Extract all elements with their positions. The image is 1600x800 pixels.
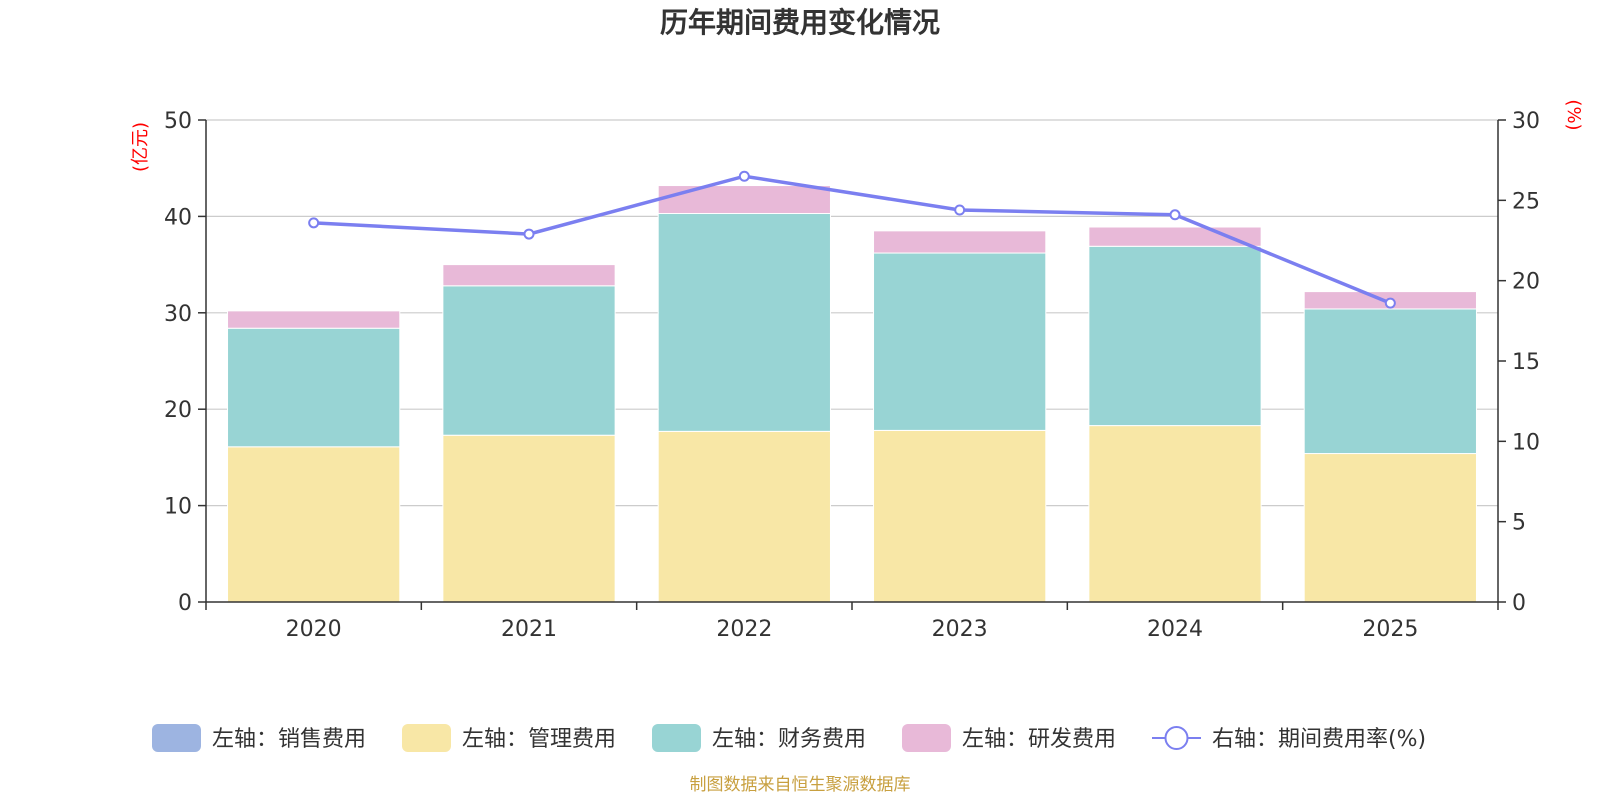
right-tick-label: 30 xyxy=(1512,109,1540,134)
bar-segment xyxy=(873,429,1047,603)
left-tick-label: 30 xyxy=(164,302,192,327)
right-tick-label: 25 xyxy=(1512,189,1540,214)
left-tick-label: 20 xyxy=(164,398,192,423)
legend-label[interactable]: 左轴：研发费用 xyxy=(962,727,1116,752)
legend-swatch[interactable] xyxy=(402,724,451,752)
left-tick-label: 10 xyxy=(164,495,192,520)
x-tick-label: 2023 xyxy=(932,617,988,642)
rate-point xyxy=(738,170,750,182)
bar-segment xyxy=(227,310,401,329)
bar-segment xyxy=(1303,308,1477,455)
source-note: 制图数据来自恒生聚源数据库 xyxy=(690,775,911,795)
legend-label[interactable]: 右轴：期间费用率(%) xyxy=(1212,727,1426,752)
bar-segment xyxy=(442,434,616,603)
bar-segment xyxy=(227,327,401,448)
right-tick-label: 10 xyxy=(1512,430,1540,455)
grid-lines xyxy=(206,119,1498,507)
legend-label[interactable]: 左轴：销售费用 xyxy=(212,727,366,752)
x-tick-label: 2021 xyxy=(501,617,557,642)
rate-point xyxy=(308,217,320,229)
x-tick-label: 2020 xyxy=(286,617,342,642)
right-axis-unit: (%) xyxy=(1563,99,1584,130)
bar-segment xyxy=(1303,453,1477,603)
bar-segment xyxy=(873,252,1047,431)
left-tick-label: 40 xyxy=(164,205,192,230)
right-tick-label: 5 xyxy=(1512,511,1526,536)
left-tick-label: 0 xyxy=(178,591,192,616)
bar-segment xyxy=(657,213,831,432)
rate-line xyxy=(308,170,1396,309)
legend-swatch[interactable] xyxy=(902,724,951,752)
bar-segment xyxy=(873,230,1047,254)
right-tick-label: 20 xyxy=(1512,270,1540,295)
legend-label[interactable]: 左轴：管理费用 xyxy=(462,727,616,752)
rate-point xyxy=(1169,209,1181,221)
legend-swatch[interactable] xyxy=(652,724,701,752)
bars xyxy=(227,185,1477,603)
rate-point xyxy=(954,204,966,216)
legend-line-marker[interactable] xyxy=(1164,726,1189,750)
x-tick-label: 2022 xyxy=(716,617,772,642)
bar-segment xyxy=(1088,425,1262,603)
legend-swatch[interactable] xyxy=(152,724,201,752)
left-axis-unit: (亿元) xyxy=(130,122,151,172)
right-tick-label: 0 xyxy=(1512,591,1526,616)
bar-segment xyxy=(1088,226,1262,247)
rate-line-path xyxy=(313,174,1391,305)
x-tick-label: 2025 xyxy=(1362,617,1418,642)
right-tick-label: 15 xyxy=(1512,350,1540,375)
bar-segment xyxy=(1088,245,1262,427)
bar-segment xyxy=(657,185,831,215)
legend: 左轴：销售费用 左轴：管理费用 左轴：财务费用 左轴：研发费用 右轴：期间费用率(%) xyxy=(152,724,1426,752)
rate-point xyxy=(1384,297,1396,309)
bar-segment xyxy=(657,430,831,603)
rate-point xyxy=(523,228,535,240)
bar-segment xyxy=(442,264,616,287)
bar-segment xyxy=(442,285,616,436)
x-tick-label: 2024 xyxy=(1147,617,1203,642)
bar-segment xyxy=(227,446,401,603)
legend-label[interactable]: 左轴：财务费用 xyxy=(712,727,866,752)
left-tick-label: 50 xyxy=(164,109,192,134)
chart-title: 历年期间费用变化情况 xyxy=(660,6,940,39)
